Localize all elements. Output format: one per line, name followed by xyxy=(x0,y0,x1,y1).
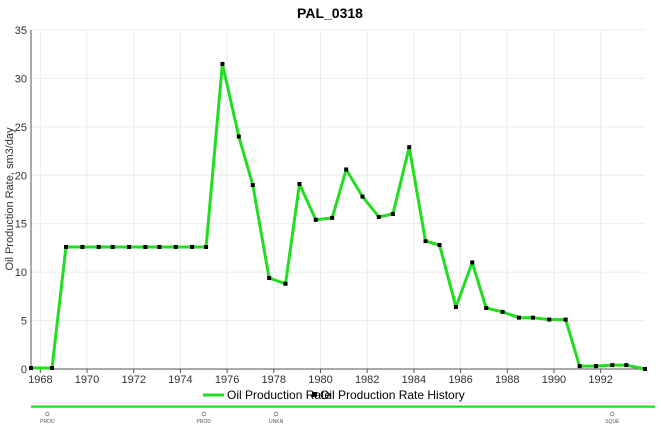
history-point xyxy=(390,212,395,217)
series-line-oil-production-rate xyxy=(31,62,646,371)
history-point xyxy=(423,239,428,244)
history-point xyxy=(250,182,255,187)
x-tick-label: 1972 xyxy=(121,374,145,386)
x-tick-label: 1978 xyxy=(262,374,286,386)
history-point xyxy=(376,214,381,219)
history-point xyxy=(220,61,225,66)
history-point xyxy=(624,363,629,368)
y-tick-label: 35 xyxy=(15,25,27,37)
history-point xyxy=(516,315,521,320)
x-tick-label: 1992 xyxy=(588,374,612,386)
x-tick-label: 1980 xyxy=(308,374,332,386)
history-point xyxy=(173,244,178,249)
y-tick-labels: 0 5 10 15 20 25 30 35 xyxy=(15,25,27,376)
event-label: UNKN xyxy=(269,419,284,425)
x-tick-label: 1990 xyxy=(542,374,566,386)
history-point xyxy=(96,244,101,249)
history-point xyxy=(236,134,241,139)
event-label: PROD xyxy=(197,419,212,425)
history-point xyxy=(127,244,132,249)
y-tick-label: 10 xyxy=(15,267,27,279)
y-axis-title: Oil Production Rate, sm3/day xyxy=(4,127,16,271)
x-tick-label: 1982 xyxy=(355,374,379,386)
y-tick-label: 20 xyxy=(15,170,27,182)
history-point xyxy=(593,364,598,369)
history-point xyxy=(437,243,442,248)
history-point xyxy=(283,281,288,286)
history-point xyxy=(643,367,647,371)
history-point xyxy=(297,182,302,187)
history-point xyxy=(110,244,115,249)
y-tick-label: 5 xyxy=(21,316,27,328)
axes xyxy=(30,30,645,373)
event-label: SQUE xyxy=(605,419,620,425)
history-point xyxy=(407,145,412,150)
x-tick-label: 1974 xyxy=(168,374,192,386)
legend-label-history: Oil Production Rate History xyxy=(320,388,465,402)
history-point xyxy=(563,317,568,322)
history-point xyxy=(80,244,85,249)
chart-title: PAL_0318 xyxy=(297,5,363,21)
series-markers xyxy=(29,61,647,371)
history-point xyxy=(470,260,475,265)
history-point xyxy=(547,317,552,322)
history-point xyxy=(204,244,209,249)
history-point xyxy=(64,244,69,249)
event-timeline: PROD PROD UNKN SQUE xyxy=(31,405,655,425)
event-icon xyxy=(45,411,50,417)
event-label: PROD xyxy=(40,419,55,425)
history-point xyxy=(610,363,615,368)
timeline-bar xyxy=(31,406,655,408)
x-tick-label: 1988 xyxy=(495,374,519,386)
event-icon xyxy=(273,411,279,417)
history-point xyxy=(190,244,195,249)
event-icon xyxy=(201,411,206,417)
legend-swatch-history xyxy=(312,392,317,397)
event-icon xyxy=(610,411,615,417)
history-point xyxy=(453,305,458,310)
history-point xyxy=(313,217,318,222)
x-tick-label: 1970 xyxy=(75,374,99,386)
history-point xyxy=(29,366,33,371)
x-tick-labels: 1968 1970 1972 1974 1976 1978 1980 1982 1984 1986… xyxy=(28,374,613,386)
grid xyxy=(31,29,645,370)
y-tick-label: 30 xyxy=(15,73,27,85)
y-tick-label: 15 xyxy=(15,219,27,231)
history-point xyxy=(50,366,55,371)
history-point xyxy=(484,305,489,310)
history-point xyxy=(330,215,335,220)
history-point xyxy=(360,194,365,199)
history-point xyxy=(530,315,535,320)
x-tick-label: 1968 xyxy=(28,374,52,386)
history-point xyxy=(344,167,349,172)
history-point xyxy=(267,275,272,280)
x-tick-label: 1984 xyxy=(402,374,426,386)
legend-label-oil-production-rate: Oil Production Rate xyxy=(227,388,331,402)
x-tick-label: 1976 xyxy=(215,374,239,386)
history-point xyxy=(157,244,162,249)
history-point xyxy=(500,309,505,314)
history-point xyxy=(143,244,148,249)
x-tick-label: 1986 xyxy=(448,374,472,386)
y-tick-label: 25 xyxy=(15,122,27,134)
y-tick-label: 0 xyxy=(21,364,27,376)
series-lines xyxy=(31,62,646,371)
history-point xyxy=(577,364,582,369)
